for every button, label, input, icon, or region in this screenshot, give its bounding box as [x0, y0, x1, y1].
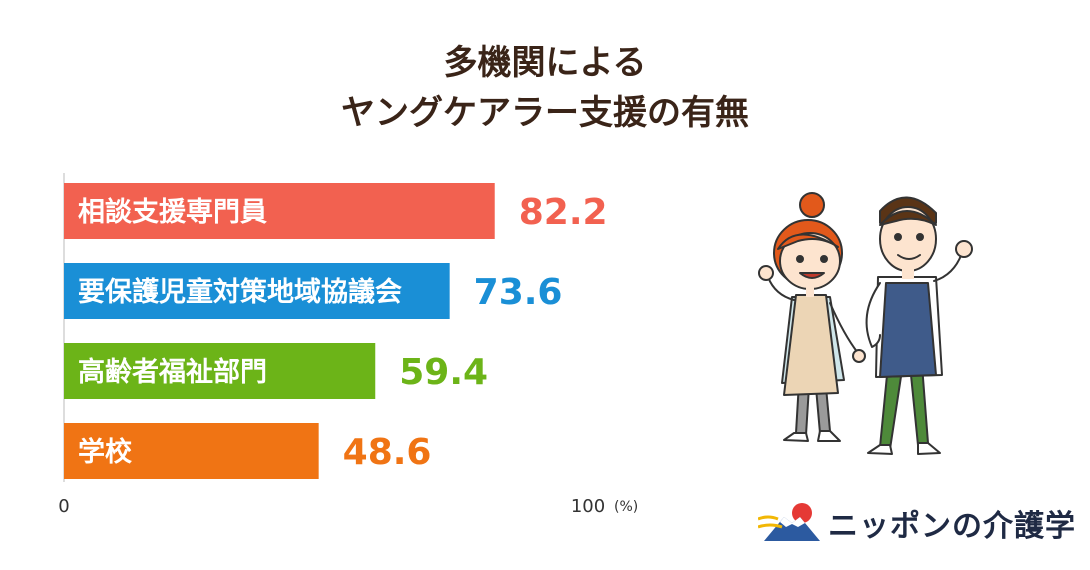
value-label-1: 73.6: [474, 272, 563, 313]
category-label-2: 高齢者福祉部門: [78, 356, 267, 388]
category-label-0: 相談支援専門員: [78, 196, 267, 228]
x-unit-label: (%): [614, 499, 638, 515]
x-tick-0: 0: [58, 496, 69, 517]
bar-0: [64, 183, 495, 239]
bar-1: [64, 263, 450, 319]
man-figure: [865, 196, 973, 455]
bars-layer: 相談支援専門員 82.2 要保護児童対策地域協議会 73.6 高齢者福祉部門 59.4 学校…: [64, 183, 608, 479]
x-tick-100: 100: [571, 496, 605, 517]
woman-figure: [758, 192, 866, 442]
value-label-2: 59.4: [399, 352, 488, 393]
mount-fuji-logo-icon: [758, 503, 820, 541]
chart-title-line-2: ヤングケアラー支援の有無: [341, 93, 749, 133]
bar-3: [64, 423, 319, 479]
category-label-3: 学校: [78, 436, 132, 468]
brand-logo: ニッポンの介護学: [758, 495, 1078, 551]
value-label-3: 48.6: [343, 432, 432, 473]
category-label-1: 要保護児童対策地域協議会: [78, 276, 402, 308]
brand-logo-text: ニッポンの介護学: [828, 509, 1076, 544]
chart-title-line-1: 多機関による: [443, 43, 647, 83]
bar-2: [64, 343, 376, 399]
chart-title: 多機関による ヤングケアラー支援の有無: [0, 38, 1090, 138]
value-label-0: 82.2: [519, 192, 608, 233]
caregiver-illustration: [758, 192, 973, 455]
